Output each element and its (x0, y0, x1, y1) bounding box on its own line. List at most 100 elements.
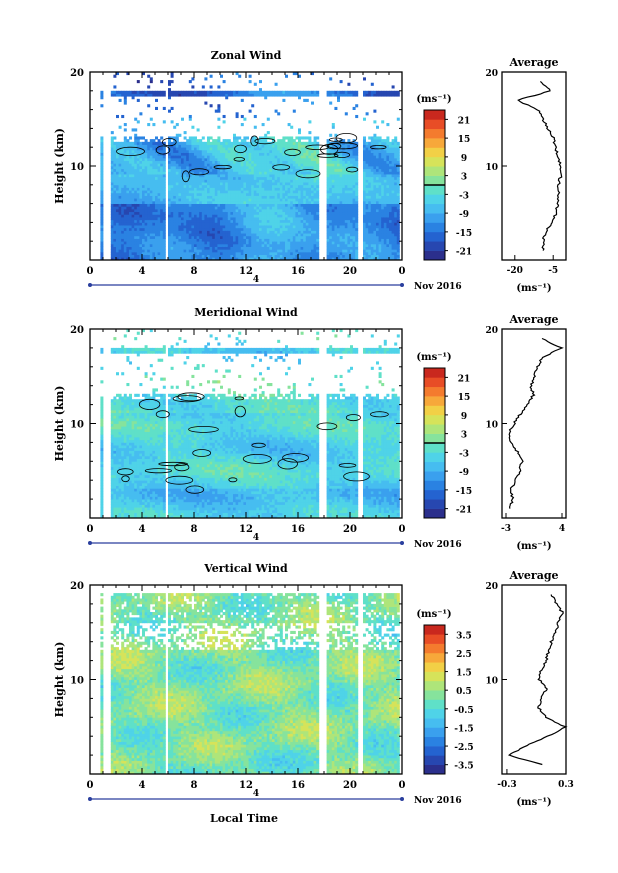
x-tick-label: 0 (399, 524, 406, 535)
x-tick-label: 4 (139, 780, 146, 791)
profile-line (507, 594, 568, 766)
colorbar-tick-label: 2.5 (456, 650, 472, 660)
x-tick-label: 12 (239, 780, 253, 791)
colorbar-cell (424, 386, 445, 397)
x-tick-label: 8 (191, 266, 198, 277)
x-tick-label: 12 (239, 524, 253, 535)
colorbar-cell (424, 461, 445, 472)
colorbar-cell (424, 690, 445, 700)
colorbar-cell (424, 424, 445, 434)
colorbar-tick-label: 9 (461, 154, 467, 164)
y-tick-label: 10 (70, 162, 84, 173)
panel-title: Vertical Wind (203, 562, 288, 575)
colorbar-cell (424, 625, 445, 635)
profile-x-tick-label: -0.3 (497, 780, 516, 790)
x-tick-label: 20 (343, 780, 357, 791)
colorbar-frame (423, 624, 446, 775)
profile-y-tick-label: 10 (485, 163, 498, 173)
colorbar-cell (424, 175, 445, 186)
colorbar-cell (424, 414, 445, 425)
colorbar-tick-label: -1.5 (454, 724, 473, 734)
profile-frame-1 (501, 328, 567, 519)
colorbar-cell (424, 671, 445, 682)
x-tick-label: 8 (191, 780, 198, 791)
x-tick-label: 20 (343, 524, 357, 535)
profile-frame-2 (501, 584, 567, 775)
colorbar-unit-label: (ms⁻¹) (416, 94, 451, 105)
colorbar-cell (424, 634, 445, 644)
x-tick-label: 12 (239, 266, 253, 277)
y-tick-label: 20 (70, 581, 84, 592)
colorbar-cell (424, 489, 445, 500)
profile-y-tick-label: 20 (485, 582, 498, 592)
colorbar-cell (424, 643, 445, 654)
profile-x-tick-label: -20 (507, 266, 523, 276)
colorbar-cell (424, 138, 445, 148)
y-axis-label: Height (km) (53, 386, 66, 462)
colorbar-cell (424, 405, 445, 416)
colorbar-tick-label: -21 (456, 506, 472, 516)
colorbar-tick-label: -21 (456, 248, 472, 258)
x-tick-label: 0 (87, 780, 94, 791)
day-label: 4 (253, 275, 259, 285)
colorbar-cell (424, 736, 445, 747)
day-bar-start (88, 541, 92, 545)
heatmap-meridional (100, 329, 400, 519)
colorbar-tick-label: -9 (459, 210, 469, 220)
x-tick-label: 20 (343, 266, 357, 277)
colorbar-cell (424, 213, 445, 223)
colorbar-cell (424, 755, 445, 765)
colorbar-tick-label: -0.5 (454, 706, 473, 716)
date-label: Nov 2016 (414, 540, 462, 550)
colorbar-cell (424, 222, 445, 233)
day-label: 4 (253, 789, 259, 799)
profile-y-tick-label: 20 (485, 69, 498, 79)
date-label: Nov 2016 (414, 796, 462, 806)
colorbar-cell (424, 119, 445, 130)
colorbar-unit-label: (ms⁻¹) (416, 609, 451, 620)
profile-x-unit: (ms⁻¹) (516, 283, 551, 294)
profile-frame-0 (501, 71, 567, 261)
colorbar-cell (424, 147, 445, 158)
x-tick-label: 16 (291, 524, 305, 535)
colorbar-tick-label: 3.5 (456, 631, 472, 641)
y-axis-label: Height (km) (53, 128, 66, 204)
colorbar-tick-label: -15 (456, 229, 472, 239)
contours-zonal (116, 133, 387, 183)
colorbar-cell (424, 662, 445, 672)
y-tick-label: 20 (70, 325, 84, 336)
x-tick-label: 4 (139, 266, 146, 277)
colorbar-cell (424, 499, 445, 509)
colorbar-tick-label: 1.5 (456, 669, 472, 679)
colorbar-cell (424, 194, 445, 205)
profile-y-tick-label: 10 (485, 677, 498, 687)
panel-title: Zonal Wind (211, 49, 282, 62)
colorbar-tick-label: 21 (458, 116, 471, 126)
colorbar-cell (424, 203, 445, 214)
colorbar-cell (424, 433, 445, 444)
colorbar-tick-label: -2.5 (454, 743, 473, 753)
profile-title: Average (508, 313, 558, 326)
colorbar-cell (424, 231, 445, 242)
colorbar-cell (424, 508, 445, 519)
profile-x-tick-label: -3 (501, 524, 511, 534)
colorbar-cell (424, 764, 445, 775)
profile-line (517, 80, 563, 251)
colorbar-cell (424, 708, 445, 719)
day-bar-start (88, 283, 92, 287)
profile-title: Average (508, 56, 558, 69)
profile-x-unit: (ms⁻¹) (516, 797, 551, 808)
colorbar-tick-label: 3 (461, 431, 467, 441)
profile-line (508, 337, 564, 509)
colorbar-tick-label: 9 (461, 412, 467, 422)
colorbar-cell (424, 250, 445, 261)
colorbar-unit-label: (ms⁻¹) (416, 352, 451, 363)
y-tick-label: 10 (70, 420, 84, 431)
colorbar-tick-label: -3 (459, 191, 469, 201)
profile-x-tick-label: 4 (559, 524, 565, 534)
colorbar-cell (424, 110, 445, 120)
colorbar-tick-label: -9 (459, 468, 469, 478)
colorbar-tick-label: 21 (458, 374, 471, 384)
x-tick-label: 8 (191, 524, 198, 535)
